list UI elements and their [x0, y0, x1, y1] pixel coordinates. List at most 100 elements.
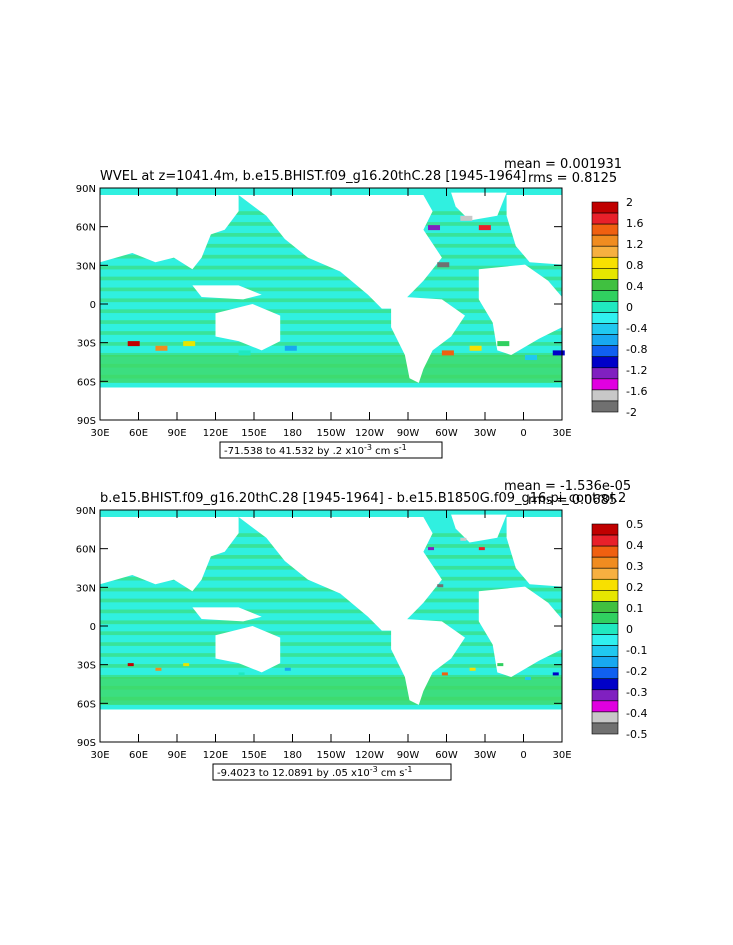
x-tick-label: 150W: [317, 750, 346, 761]
colorbar-swatch: [591, 523, 619, 536]
land-mask: [478, 264, 562, 355]
range-note: -71.538 to 41.532 by .2 x10-3 cm s-1: [224, 443, 407, 457]
anomaly-speck: [155, 667, 162, 671]
southern-ocean-band: [100, 677, 562, 705]
anomaly-speck: [155, 345, 168, 351]
y-tick-label: 90S: [77, 738, 96, 749]
land-mask: [451, 514, 507, 543]
colorbar-label: 0.5: [626, 518, 644, 531]
colorbar-label: -1.6: [626, 385, 647, 398]
colorbar-label: -0.4: [626, 707, 647, 720]
colorbar-label: 0.8: [626, 259, 644, 272]
colorbar-swatch: [591, 334, 619, 346]
colorbar-swatch: [591, 556, 619, 569]
y-tick-label: 0: [90, 622, 96, 633]
anomaly-speck: [469, 667, 476, 671]
colorbar-swatch: [591, 212, 619, 225]
colorbar-label: 0.3: [626, 560, 644, 573]
land-mask: [215, 626, 281, 673]
anomaly-speck: [460, 215, 473, 221]
range-note-box: [212, 763, 452, 781]
top-map-figure: WVEL at z=1041.4m, b.e15.BHIST.f09_g16.2…: [76, 157, 647, 459]
chart-title: WVEL at z=1041.4m, b.e15.BHIST.f09_g16.2…: [100, 169, 526, 184]
x-tick-label: 180: [283, 428, 302, 439]
rms-stat: rms = 0.0685: [528, 493, 617, 508]
x-tick-label: 150E: [241, 750, 266, 761]
rms-stat: rms = 0.8125: [528, 171, 617, 186]
anomaly-band: [100, 674, 562, 679]
range-note-box: [219, 441, 443, 459]
colorbar-swatch: [591, 634, 619, 646]
anomaly-speck: [437, 262, 450, 268]
anomaly-speck: [478, 547, 485, 551]
land-mask: [478, 586, 562, 677]
colorbar-swatch: [591, 367, 619, 380]
colorbar-swatch: [591, 722, 619, 735]
anomaly-band: [100, 287, 562, 292]
top-map-panel: WVEL at z=1041.4m, b.e15.BHIST.f09_g16.2…: [0, 150, 733, 470]
x-tick-label: 90W: [397, 750, 420, 761]
x-tick-label: 0: [520, 750, 526, 761]
anomaly-speck: [441, 350, 454, 356]
anomaly-speck: [460, 537, 467, 541]
y-tick-label: 90N: [76, 506, 96, 517]
colorbar-swatch: [591, 389, 619, 402]
anomaly-speck: [437, 584, 444, 588]
x-tick-label: 0: [520, 428, 526, 439]
anomaly-band: [100, 609, 562, 614]
colorbar-swatch: [591, 400, 619, 413]
y-tick-label: 60S: [77, 377, 96, 388]
x-tick-label: 150W: [317, 428, 346, 439]
anomaly-band: [100, 664, 562, 668]
colorbar-label: 0.4: [626, 280, 644, 293]
colorbar-swatch: [591, 301, 619, 313]
range-note: -9.4023 to 12.0891 by .05 x10-3 cm s-1: [217, 765, 412, 779]
y-tick-label: 60S: [77, 699, 96, 710]
land-mask: [100, 517, 239, 592]
x-tick-label: 60W: [435, 750, 458, 761]
colorbar-swatch: [591, 279, 619, 291]
colorbar-swatch: [591, 578, 619, 591]
bottom-map-figure: b.e15.BHIST.f09_g16.20thC.28 [1945-1964]…: [76, 479, 647, 781]
land-mask: [391, 297, 465, 383]
land-mask: [215, 304, 281, 351]
anomaly-speck: [183, 663, 190, 667]
x-tick-label: 120W: [355, 750, 384, 761]
x-tick-label: 60E: [129, 428, 148, 439]
x-tick-label: 30E: [552, 750, 571, 761]
y-tick-label: 90N: [76, 184, 96, 195]
mean-stat: mean = -1.536e-05: [504, 479, 631, 494]
anomaly-speck: [497, 341, 510, 347]
anomaly-band: [100, 298, 562, 303]
colorbar-label: 0: [626, 623, 633, 636]
land-mask: [391, 619, 465, 705]
anomaly-band: [100, 587, 562, 592]
colorbar-label: 2: [626, 196, 633, 209]
anomaly-band: [100, 642, 562, 646]
anomaly-speck: [497, 663, 504, 667]
colorbar-swatch: [591, 345, 619, 358]
colorbar-swatch: [591, 711, 619, 724]
anomaly-speck: [238, 350, 251, 356]
colorbar-swatch: [591, 356, 619, 369]
y-tick-label: 30N: [76, 583, 96, 594]
colorbar-swatch: [591, 645, 619, 657]
anomaly-speck: [552, 672, 559, 676]
y-tick-label: 60N: [76, 223, 96, 234]
colorbar-label: -0.4: [626, 322, 647, 335]
land-mask: [100, 387, 562, 420]
map-plot-area: [100, 510, 562, 742]
mean-stat: mean = 0.001931: [504, 157, 622, 172]
colorbar-swatch: [591, 700, 619, 713]
x-tick-label: 30E: [90, 750, 109, 761]
colorbar-label: -0.5: [626, 728, 647, 741]
anomaly-band: [100, 276, 562, 281]
colorbar-swatch: [591, 601, 619, 613]
x-tick-label: 60E: [129, 750, 148, 761]
colorbar-swatch: [591, 245, 619, 258]
anomaly-speck: [127, 341, 140, 347]
anomaly-band: [100, 620, 562, 625]
x-tick-label: 60W: [435, 428, 458, 439]
anomaly-band: [100, 265, 562, 270]
colorbar-label: -2: [626, 406, 637, 419]
